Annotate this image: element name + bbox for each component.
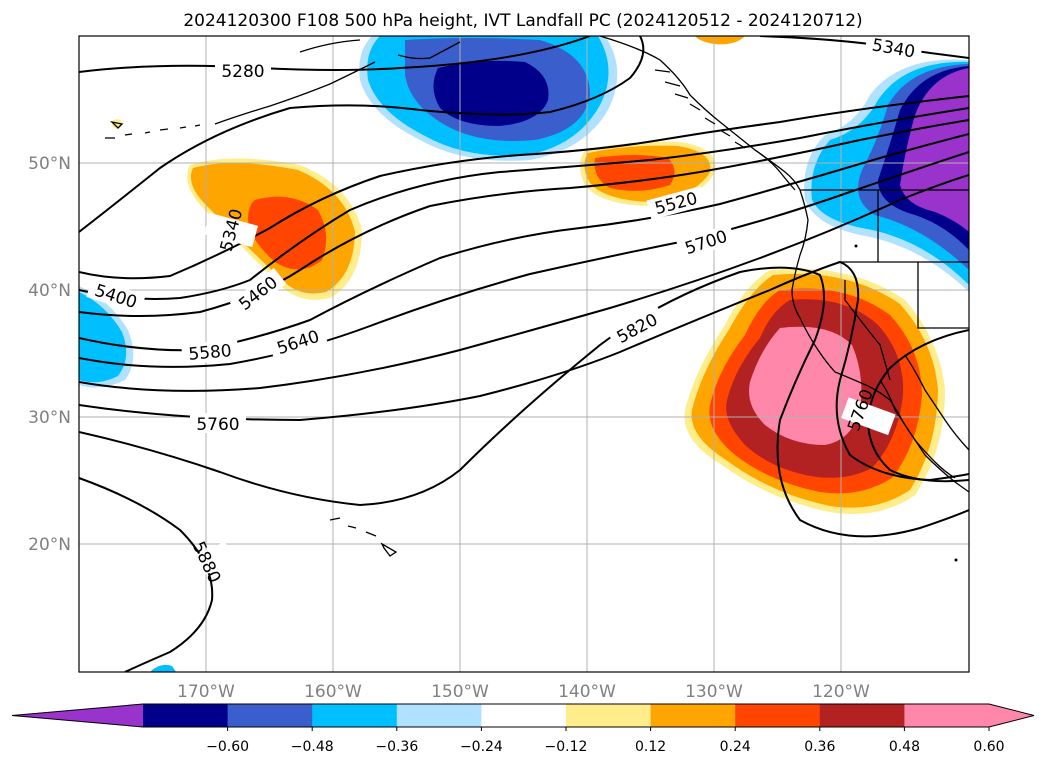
lon-tick-label: 140°W	[558, 682, 616, 702]
positive-anomaly-northeast-pacific	[580, 36, 745, 206]
lon-axis: 170°W 160°W 150°W 140°W 130°W 120°W	[177, 682, 870, 702]
contour-5400	[79, 95, 969, 280]
lat-axis: 50°N 40°N 30°N 20°N	[28, 154, 71, 555]
contour-5460	[79, 107, 969, 300]
contour-5700	[79, 174, 969, 392]
colorbar-tick-label: 0.48	[889, 739, 920, 755]
height-contours	[79, 36, 969, 672]
colorbar-tick-label: 0.12	[635, 739, 666, 755]
contour-5280	[79, 36, 591, 73]
contour-5880	[79, 477, 214, 672]
lat-tick-label: 40°N	[28, 281, 71, 301]
positive-anomaly-california	[684, 268, 945, 514]
lon-tick-label: 130°W	[685, 682, 743, 702]
colorbar-outline	[11, 703, 1035, 728]
lat-tick-label: 30°N	[28, 408, 71, 428]
lat-tick-label: 50°N	[28, 154, 71, 174]
map-frame	[78, 35, 970, 673]
positive-anomaly-central-pacific	[187, 158, 362, 300]
contour-label: 5760	[196, 415, 239, 435]
colorbar-segment	[396, 704, 482, 727]
colorbar-tick-label: −0.12	[545, 739, 588, 755]
colorbar-segment	[143, 704, 229, 727]
colorbar-tick-label: 0.60	[973, 739, 1004, 755]
contour-5520	[79, 119, 969, 317]
colorbar-tick-label: 0.24	[720, 739, 751, 755]
map-area: 5280 5340 5340 5400 5460 5520 5580 5640 …	[79, 36, 969, 672]
contour-5760	[79, 260, 969, 482]
contour-5640	[79, 151, 969, 368]
colorbar-tick-label: −0.24	[460, 739, 503, 755]
lon-tick-label: 160°W	[304, 682, 362, 702]
colorbar-segment	[312, 704, 398, 727]
colorbar-segment	[650, 704, 736, 727]
contour-5340	[79, 36, 645, 233]
colorbar-tick-label: −0.36	[375, 739, 418, 755]
negative-anomaly-interior-west	[804, 59, 969, 292]
lat-tick-label: 20°N	[28, 535, 71, 555]
colorbar-segment	[904, 704, 990, 727]
colorbar: −0.60 −0.48 −0.36 −0.24 −0.12 0.12 0.24 0.36 0.4…	[11, 703, 1035, 755]
gridlines	[79, 36, 969, 672]
colorbar-tick-label: 0.36	[804, 739, 835, 755]
colorbar-segment	[227, 704, 313, 727]
colorbar-segment	[819, 704, 905, 727]
lon-tick-label: 170°W	[177, 682, 235, 702]
colorbar-tick-label: −0.48	[291, 739, 334, 755]
colorbar-extend-low	[12, 704, 143, 727]
colorbar-segment	[481, 704, 567, 727]
lon-tick-label: 120°W	[812, 682, 870, 702]
colorbar-segment	[735, 704, 821, 727]
colorbar-segment	[566, 704, 652, 727]
chart-title: 2024120300 F108 500 hPa height, IVT Land…	[183, 11, 862, 31]
contour-5820	[79, 266, 969, 538]
colorbar-tick-label: −0.60	[206, 739, 249, 755]
colorbar-extend-high	[989, 704, 1034, 727]
lon-tick-label: 150°W	[431, 682, 489, 702]
contour-label: 5280	[221, 62, 264, 82]
contour-label: 5580	[188, 341, 233, 365]
